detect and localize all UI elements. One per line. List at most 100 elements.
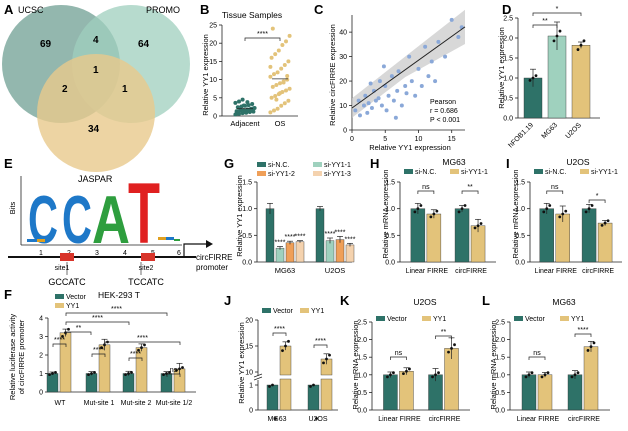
panel-j-0-0-bar bbox=[266, 384, 279, 411]
panel-l-sig-1-bracket bbox=[574, 333, 592, 337]
panel-h-1-0-replicate-1 bbox=[460, 207, 464, 211]
panel-l-legend-swatch-0 bbox=[514, 316, 523, 321]
panel-c-point-17 bbox=[391, 98, 396, 103]
site1-box bbox=[60, 253, 74, 261]
panel-f-sig-6-label: **** bbox=[137, 335, 148, 342]
panel-j-letter: J bbox=[224, 293, 231, 308]
panel-f-xlabel-1: Mut-site 1 bbox=[84, 400, 115, 407]
panel-b-point-0-20 bbox=[244, 110, 249, 115]
panel-j-legend-swatch-1 bbox=[300, 308, 309, 313]
panel-d-ytick-label-5: 2.5 bbox=[503, 16, 513, 23]
panel-f-legend-swatch-0 bbox=[55, 294, 64, 299]
panel-c-point-19 bbox=[396, 69, 401, 74]
motif-letter-t: T bbox=[128, 166, 160, 262]
panel-i-xlabel-1: circFIRRE bbox=[582, 268, 614, 275]
venn-label-ucsc: UCSC bbox=[18, 5, 44, 15]
panel-l-xlabel-0: Linear FIRRE bbox=[517, 416, 560, 423]
panel-k-0-1-replicate-1 bbox=[405, 369, 408, 373]
panel-b-ytick-label-1: 5 bbox=[213, 95, 217, 102]
panel-f-sig-3-bracket bbox=[65, 312, 168, 316]
panel-c-ytick-label-4: 40 bbox=[339, 30, 347, 37]
panel-g-0-3-bar bbox=[295, 241, 305, 263]
panel-c-point-22 bbox=[404, 91, 409, 96]
panel-b-point-1-34 bbox=[268, 64, 273, 69]
panel-l-title: MG63 bbox=[552, 297, 575, 307]
panel-l-legend-label-0: Vector bbox=[525, 316, 546, 323]
panel-c-point-11 bbox=[377, 79, 382, 84]
panel-i-ytick-label-3: 1.5 bbox=[515, 180, 525, 187]
panel-c-point-33 bbox=[443, 54, 448, 59]
panel-k-letter: K bbox=[340, 293, 350, 308]
panel-f-0-1-replicate-0 bbox=[61, 334, 64, 338]
panel-b-point-0-18 bbox=[237, 99, 241, 104]
panel-h-sig-1-label: ** bbox=[467, 184, 473, 191]
tss-arrow-head bbox=[206, 240, 213, 248]
panel-c-point-35 bbox=[456, 35, 461, 40]
panel-h-sig-0-bracket bbox=[417, 190, 435, 194]
panel-f-3-1-replicate-1 bbox=[178, 367, 181, 371]
panel-g-legend-label-3: si-YY1-3 bbox=[324, 171, 351, 178]
venn-count-ucsc-promo: 4 bbox=[93, 35, 99, 46]
panel-c-xtick-label-1: 5 bbox=[383, 136, 387, 143]
panel-d-ytick-label-0: 0.0 bbox=[503, 116, 513, 123]
panel-j-1-0-bar bbox=[307, 384, 320, 411]
panel-f-legend-swatch-1 bbox=[55, 303, 64, 308]
panel-f-0-0-bar bbox=[46, 373, 59, 393]
panel-h-0-0-replicate-2 bbox=[419, 204, 423, 207]
panel-f-0-1-replicate-2 bbox=[67, 327, 70, 331]
panel-c-point-15 bbox=[386, 93, 391, 98]
panel-i-sig-1-bracket bbox=[588, 199, 606, 203]
panel-g-ylabel: Relative YY1 expression bbox=[235, 175, 244, 257]
venn-jaspar-circle bbox=[37, 54, 155, 172]
panel-b-point-0-22 bbox=[251, 106, 256, 111]
panel-l-0-1-bar bbox=[537, 374, 553, 411]
panel-b-point-1-10 bbox=[284, 88, 288, 93]
panel-f: F HEK-293 T Relative luciferase activity… bbox=[4, 287, 196, 407]
panel-f-3-0-replicate-2 bbox=[168, 370, 171, 374]
motif-logo: C C A T bbox=[27, 166, 180, 262]
panel-c-point-21 bbox=[403, 83, 408, 88]
panel-c-ytick-label-0: 0 bbox=[343, 128, 347, 135]
panel-l-ylabel: Relative mRNA expression bbox=[489, 320, 498, 409]
motif-small-letters bbox=[27, 237, 180, 242]
panel-l-sig-0-bracket bbox=[528, 356, 546, 360]
panel-d-sig-1-bracket bbox=[532, 12, 582, 16]
panel-k: K U2OS Relative mRNA expression 0.0 0.5 1.… bbox=[340, 293, 470, 423]
panel-l-ytick-label-0: 0.0 bbox=[495, 408, 505, 415]
panel-c-xtick-label-2: 10 bbox=[415, 136, 423, 143]
panel-g-1-3-bar bbox=[345, 244, 355, 263]
panel-j-0-0-replicate-1 bbox=[271, 383, 274, 387]
site1-sequence: GCCATC bbox=[48, 277, 86, 287]
panel-i-legend-swatch-1 bbox=[580, 169, 589, 174]
panel-i-1-0-replicate-0 bbox=[584, 210, 588, 214]
panel-b-title: Tissue Samples bbox=[222, 10, 282, 20]
panel-k-sig-1-label: ** bbox=[441, 329, 447, 336]
panel-k-xlabel-0: Linear FIRRE bbox=[378, 416, 421, 423]
panel-f-letter: F bbox=[4, 287, 12, 302]
panel-g-legend-swatch-0 bbox=[257, 162, 266, 167]
panel-c-xtick-label-0: 0 bbox=[350, 136, 354, 143]
panel-b-point-1-11 bbox=[287, 86, 292, 91]
panel-d-xlabel-1: MG63 bbox=[541, 122, 560, 141]
panel-c-point-0 bbox=[353, 108, 358, 113]
panel-f-ytick-label-1: 1 bbox=[39, 371, 43, 378]
motif-letter-a: A bbox=[92, 182, 130, 258]
panel-k-ylabel: Relative mRNA expression bbox=[351, 320, 360, 409]
motif-pos-1: 1 bbox=[39, 250, 43, 257]
panel-b-point-1-31 bbox=[278, 91, 282, 96]
panel-d-ylabel: Relative YY1 expression bbox=[497, 27, 506, 109]
panel-b-ytick-label-4: 20 bbox=[209, 41, 217, 48]
panel-j-ytick-label-3: 15 bbox=[245, 344, 253, 351]
panel-l-1-1-replicate-2 bbox=[592, 341, 596, 345]
tss-arrow-line bbox=[183, 243, 208, 257]
panel-b: B Tissue Samples Relative YY1 expression… bbox=[200, 2, 298, 128]
panel-l-1-0-replicate-1 bbox=[573, 373, 577, 377]
panel-h-0-0-replicate-0 bbox=[413, 210, 417, 214]
panel-f-sig-4-bracket bbox=[91, 353, 106, 357]
panel-f-sig-0-bracket bbox=[52, 343, 67, 347]
panel-h-legend-label-1: si-YY1-1 bbox=[461, 169, 488, 176]
panel-j-ytick-label-0: 0 bbox=[249, 408, 253, 415]
panel-l-ytick-label-2: 1.0 bbox=[495, 372, 505, 379]
venn-label-promo: PROMO bbox=[146, 5, 180, 15]
